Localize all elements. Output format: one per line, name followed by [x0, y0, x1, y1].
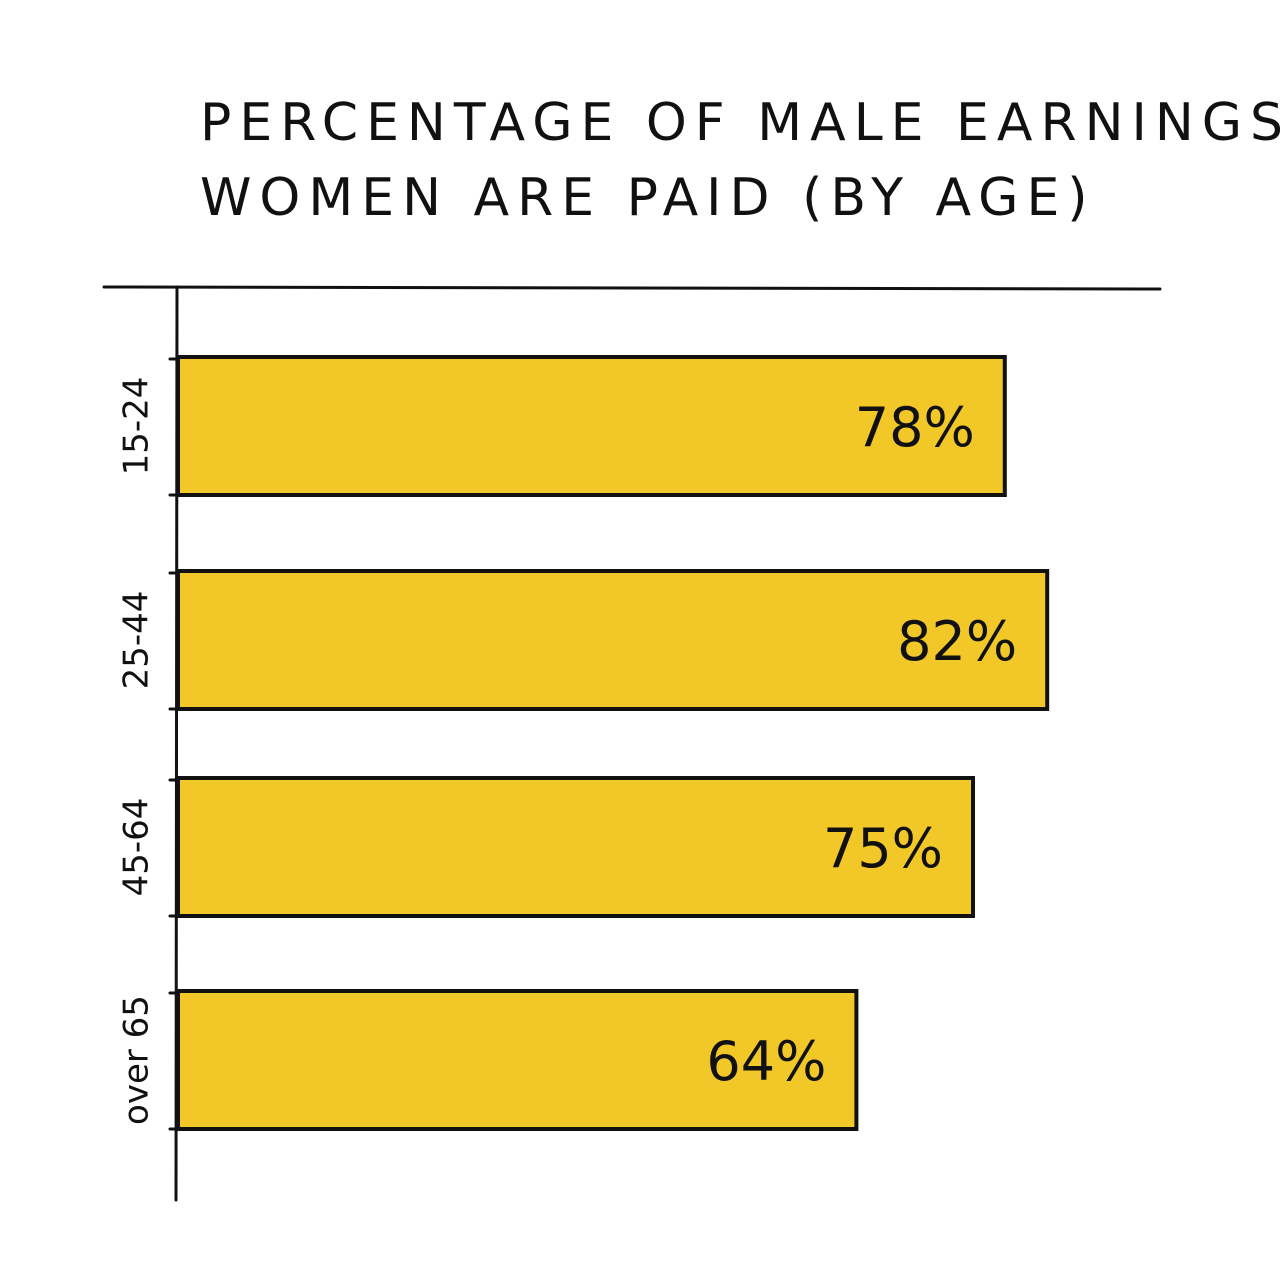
bar-value-label: 82%	[897, 610, 1017, 673]
category-label: 15-24	[117, 377, 157, 476]
category-label: over 65	[117, 995, 157, 1125]
bars-group: 78% 15-24 82% 25-44 75% 45-64 64% over 65	[117, 355, 1050, 1131]
bar-15-24	[176, 355, 1007, 497]
chart-title-line-2: WOMEN ARE PAID (BY AGE)	[200, 168, 1096, 228]
bar-25-44	[176, 569, 1050, 711]
bar-value-label: 64%	[706, 1030, 826, 1093]
bar-value-label: 75%	[823, 817, 943, 880]
bar-value-label: 78%	[855, 396, 975, 459]
category-label: 25-44	[117, 591, 157, 690]
chart-title-line-1: PERCENTAGE OF MALE EARNINGS	[200, 93, 1280, 153]
top-rule	[102, 285, 1162, 291]
bar-45-64	[176, 776, 975, 918]
bar-over-65	[176, 989, 859, 1131]
category-label: 45-64	[117, 798, 157, 897]
